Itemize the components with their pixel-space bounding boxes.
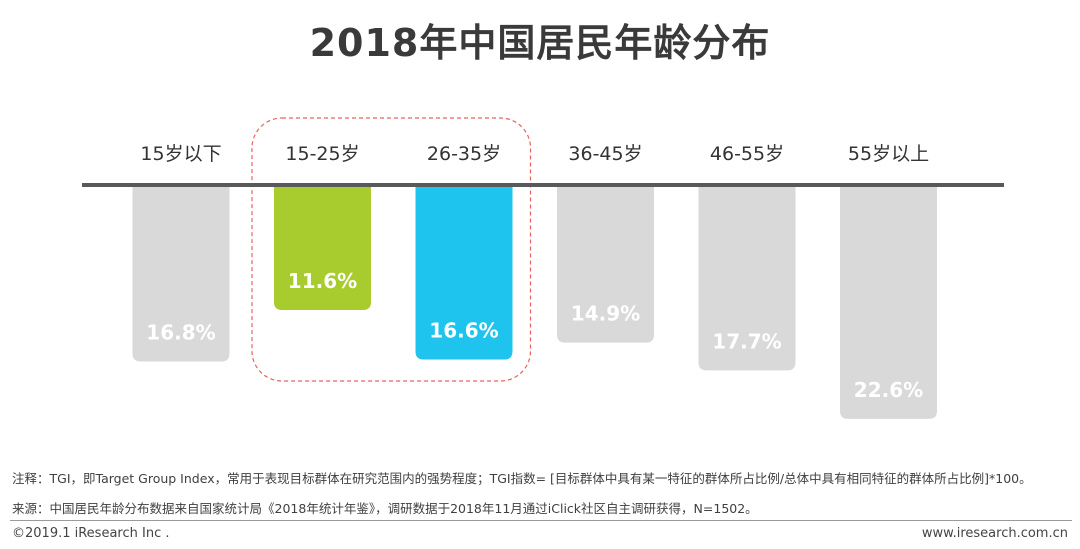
copyright-text: ©2019.1 iResearch Inc . — [12, 526, 170, 541]
category-label-2: 15-25岁 — [285, 143, 359, 165]
value-label-5: 17.7% — [712, 329, 781, 353]
value-label-6: 22.6% — [854, 378, 923, 402]
category-label-1: 15岁以下 — [140, 143, 221, 165]
note-source: 来源：中国居民年龄分布数据来自国家统计局《2018年统计年鉴》，调研数据于201… — [12, 501, 758, 516]
value-label-3: 16.6% — [429, 319, 498, 343]
bar-6 — [840, 185, 937, 419]
footer-divider — [10, 520, 1072, 521]
category-label-6: 55岁以上 — [848, 143, 929, 165]
website-link[interactable]: www.iresearch.com.cn — [921, 526, 1068, 541]
bar-4 — [557, 185, 654, 343]
bar-3 — [415, 185, 513, 360]
category-label-3: 26-35岁 — [427, 143, 501, 165]
value-label-1: 16.8% — [146, 320, 215, 344]
x-axis-line — [82, 183, 1004, 187]
value-label-4: 14.9% — [571, 302, 640, 326]
note-tgi: 注释：TGI，即Target Group Index，常用于表现目标群体在研究范… — [12, 471, 1032, 486]
highlight-frame — [251, 117, 532, 382]
category-label-4: 36-45岁 — [568, 143, 642, 165]
bar-5 — [698, 185, 796, 371]
bar-chart: 16.8% 15岁以下 11.6% 15-25岁 16.6% 26-35岁 14.9% 36-… — [82, 117, 1004, 419]
bar-2 — [274, 185, 371, 310]
bar-1 — [132, 185, 230, 362]
chart-title: 2018年中国居民年龄分布 — [309, 21, 771, 65]
category-label-5: 46-55岁 — [710, 143, 784, 165]
value-label-2: 11.6% — [288, 269, 357, 293]
